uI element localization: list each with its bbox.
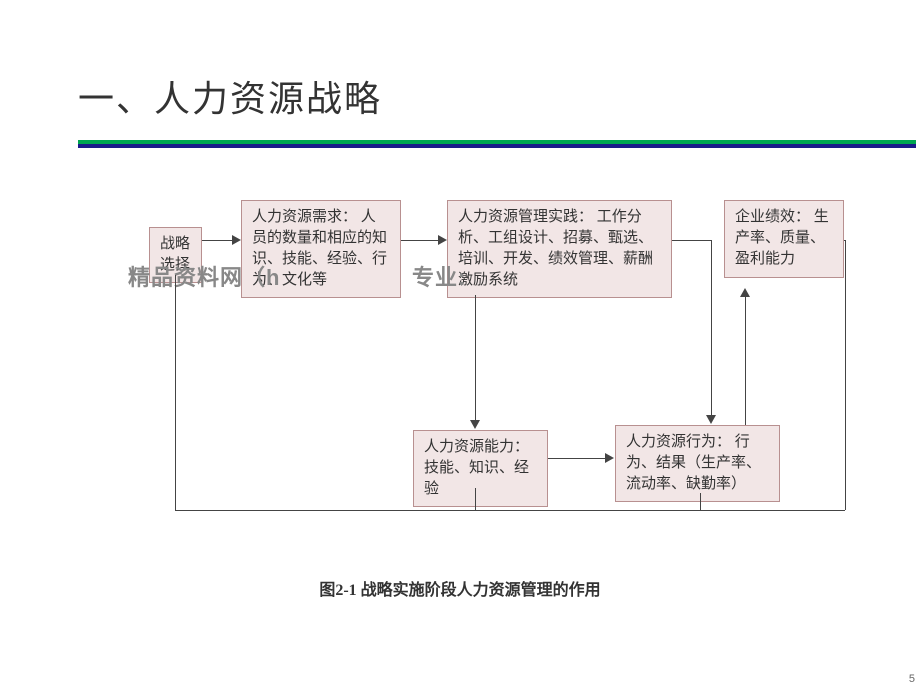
figure-caption: 图2-1 战略实施阶段人力资源管理的作用	[0, 576, 920, 600]
arrow-head-icon	[605, 453, 614, 463]
arrow-head-icon	[740, 288, 750, 297]
arrow	[745, 297, 746, 425]
node-hr-behavior: 人力资源行为： 行为、结果（生产率、流动率、缺勤率）	[615, 425, 780, 502]
arrow-head-icon	[470, 420, 480, 429]
arrow	[202, 240, 232, 241]
node-hr-capability: 人力资源能力： 技能、知识、经验	[413, 430, 548, 507]
arrow	[175, 275, 176, 510]
arrow-head-icon	[706, 415, 716, 424]
node-enterprise-performance: 企业绩效： 生产率、质量、盈利能力	[724, 200, 844, 278]
arrow	[711, 240, 712, 415]
arrow	[475, 295, 476, 420]
watermark-left: 精品资料网（h	[128, 260, 280, 292]
page-number: 5	[909, 673, 915, 685]
arrow-head-icon	[232, 235, 241, 245]
arrow	[844, 240, 846, 241]
arrow	[401, 240, 438, 241]
arrow	[672, 240, 711, 241]
arrow-head-icon	[438, 235, 447, 245]
arrow	[475, 488, 476, 510]
arrow	[175, 510, 845, 511]
watermark-right: 专业:	[412, 260, 466, 292]
arrow	[700, 493, 701, 510]
arrow	[845, 240, 846, 510]
arrow	[548, 458, 605, 459]
node-hr-practice: 人力资源管理实践： 工作分析、工组设计、招募、甄选、培训、开发、绩效管理、薪酬激…	[447, 200, 672, 298]
